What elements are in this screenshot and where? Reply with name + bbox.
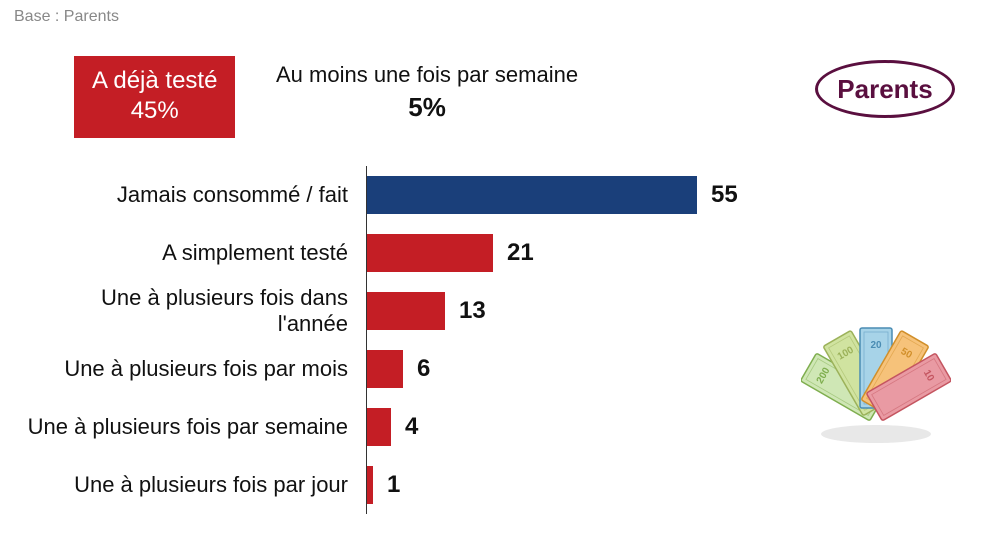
subtitle-line2: 5%	[276, 92, 578, 123]
chart-bar	[367, 466, 373, 504]
chart-bar-value: 13	[459, 297, 486, 325]
chart-bar	[367, 176, 697, 214]
chart-bar	[367, 350, 403, 388]
euro-banknotes-icon: 200100205010	[801, 296, 951, 446]
parents-badge: Parents	[815, 60, 955, 118]
chart-row: Une à plusieurs fois par semaine 4	[26, 398, 766, 456]
chart-row: Jamais consommé / fait 55	[26, 166, 766, 224]
chart-bar-track: 4	[366, 398, 726, 456]
chart-bar-track: 21	[366, 224, 726, 282]
chart-row: Une à plusieurs fois par mois 6	[26, 340, 766, 398]
chart-row-label: A simplement testé	[26, 240, 366, 266]
chart-row-label: Une à plusieurs fois par mois	[26, 356, 366, 382]
tested-badge: A déjà testé 45%	[74, 56, 235, 138]
chart-row-label: Une à plusieurs fois par semaine	[26, 414, 366, 440]
chart-bar	[367, 408, 391, 446]
chart-bar-track: 55	[366, 166, 738, 224]
chart-bar-value: 4	[405, 413, 418, 441]
base-label: Base : Parents	[14, 8, 119, 26]
chart-bar-value: 6	[417, 355, 430, 383]
chart-bar-value: 1	[387, 471, 400, 499]
tested-badge-line1: A déjà testé	[92, 66, 217, 96]
chart-bar-track: 13	[366, 282, 726, 340]
subtitle: Au moins une fois par semaine 5%	[276, 62, 578, 123]
frequency-bar-chart: Jamais consommé / fait 55 A simplement tes…	[26, 166, 766, 514]
chart-bar-track: 6	[366, 340, 726, 398]
chart-bar	[367, 292, 445, 330]
chart-row: Une à plusieurs fois dans l'année 13	[26, 282, 766, 340]
chart-row-label: Une à plusieurs fois par jour	[26, 472, 366, 498]
chart-bar-track: 1	[366, 456, 726, 514]
chart-bar-value: 55	[711, 181, 738, 209]
chart-row: A simplement testé 21	[26, 224, 766, 282]
chart-row-label: Jamais consommé / fait	[26, 182, 366, 208]
chart-row-label: Une à plusieurs fois dans l'année	[26, 285, 366, 337]
tested-badge-line2: 45%	[92, 96, 217, 126]
chart-bar-value: 21	[507, 239, 534, 267]
parents-badge-text: Parents	[837, 74, 932, 105]
subtitle-line1: Au moins une fois par semaine	[276, 62, 578, 88]
svg-text:20: 20	[870, 340, 882, 351]
chart-row: Une à plusieurs fois par jour 1	[26, 456, 766, 514]
chart-bar	[367, 234, 493, 272]
